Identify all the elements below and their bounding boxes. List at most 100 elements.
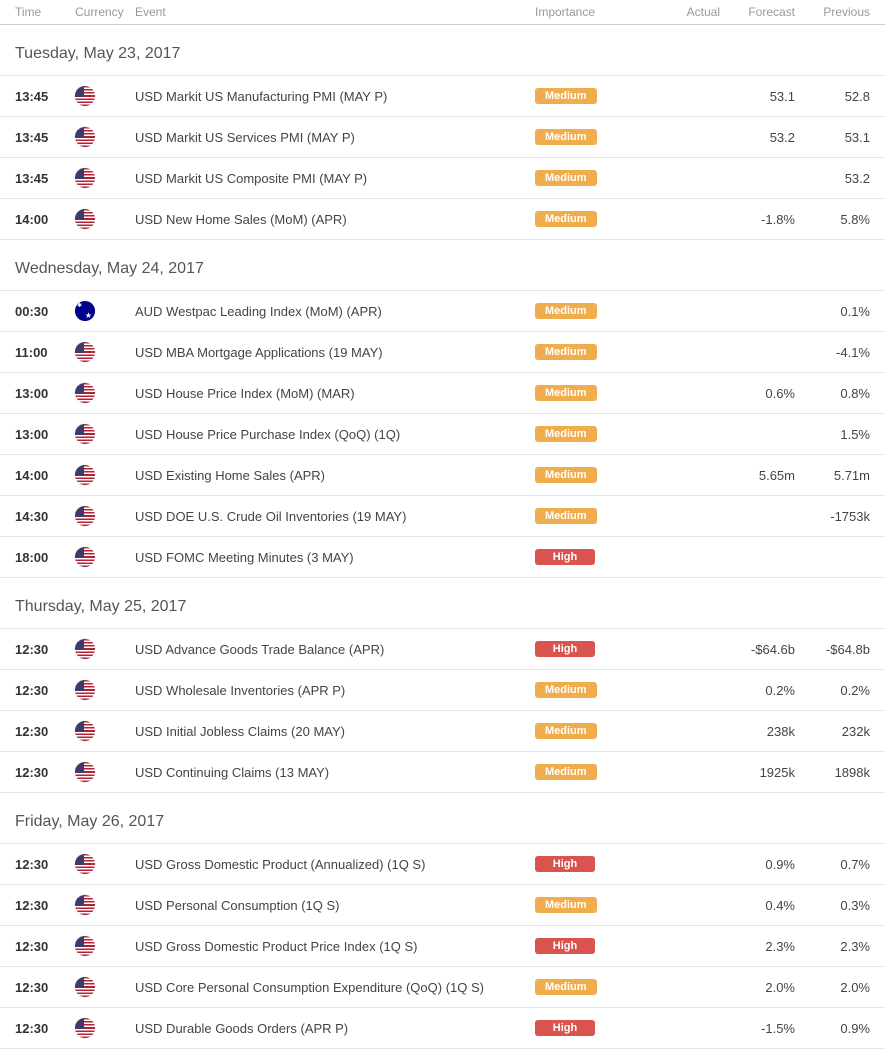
event-forecast: -$64.6b: [720, 642, 795, 657]
event-row[interactable]: 12:30USD Gross Domestic Product (Annuali…: [0, 844, 885, 885]
event-title[interactable]: USD Continuing Claims (13 MAY): [130, 765, 535, 780]
event-importance: High: [535, 938, 645, 954]
event-time: 13:00: [15, 427, 75, 442]
event-previous: 52.8: [795, 89, 870, 104]
header-importance[interactable]: Importance: [535, 5, 645, 19]
event-title[interactable]: USD Initial Jobless Claims (20 MAY): [130, 724, 535, 739]
event-row[interactable]: 13:00 USD House Price Purchase Index (QoQ…: [0, 414, 885, 455]
header-forecast[interactable]: Forecast: [720, 5, 795, 19]
event-previous: -1753k: [795, 509, 870, 524]
event-row[interactable]: 13:45USD Markit US Composite PMI (MAY P)…: [0, 158, 885, 199]
usd-flag-icon: [75, 342, 95, 362]
event-row[interactable]: 12:30USD Advance Goods Trade Balance (AP…: [0, 629, 885, 670]
usd-flag-icon: [75, 854, 95, 874]
event-row[interactable]: 14:00USD New Home Sales (MoM) (APR)Mediu…: [0, 199, 885, 240]
event-time: 12:30: [15, 724, 75, 739]
event-time: 00:30: [15, 304, 75, 319]
event-row[interactable]: 13:45 USD Markit US Manufacturing PMI (MA…: [0, 76, 885, 117]
event-title[interactable]: USD Gross Domestic Product (Annualized) …: [130, 857, 535, 872]
importance-badge-medium: Medium: [535, 979, 597, 995]
event-row[interactable]: 13:00USD House Price Index (MoM) (MAR)Me…: [0, 373, 885, 414]
event-currency: [75, 639, 130, 659]
usd-flag-icon: [75, 209, 95, 229]
event-title[interactable]: USD Gross Domestic Product Price Index (…: [130, 939, 535, 954]
event-previous: -4.1%: [795, 345, 870, 360]
event-title[interactable]: USD House Price Index (MoM) (MAR): [130, 386, 535, 401]
event-row[interactable]: 13:45USD Markit US Services PMI (MAY P)M…: [0, 117, 885, 158]
event-row[interactable]: 14:00USD Existing Home Sales (APR)Medium…: [0, 455, 885, 496]
aud-flag-icon: [75, 301, 95, 321]
event-importance: High: [535, 1020, 645, 1036]
header-time[interactable]: Time: [15, 5, 75, 19]
event-title[interactable]: USD DOE U.S. Crude Oil Inventories (19 M…: [130, 509, 535, 524]
event-row[interactable]: 18:00USD FOMC Meeting Minutes (3 MAY)Hig…: [0, 537, 885, 578]
event-previous: 53.1: [795, 130, 870, 145]
event-title[interactable]: USD Markit US Services PMI (MAY P): [130, 130, 535, 145]
event-row[interactable]: 12:30USD Continuing Claims (13 MAY)Mediu…: [0, 752, 885, 793]
event-currency: [75, 762, 130, 782]
event-title[interactable]: USD Markit US Composite PMI (MAY P): [130, 171, 535, 186]
event-time: 12:30: [15, 765, 75, 780]
event-row[interactable]: 12:30 USD Initial Jobless Claims (20 MAY)…: [0, 711, 885, 752]
table-header-row: Time Currency Event Importance Actual Fo…: [0, 0, 885, 25]
usd-flag-icon: [75, 977, 95, 997]
event-importance: Medium: [535, 467, 645, 483]
usd-flag-icon: [75, 680, 95, 700]
event-title[interactable]: USD MBA Mortgage Applications (19 MAY): [130, 345, 535, 360]
day-header: Thursday, May 25, 2017: [0, 578, 885, 629]
event-currency: [75, 936, 130, 956]
header-event[interactable]: Event: [130, 5, 535, 19]
event-title[interactable]: USD Durable Goods Orders (APR P): [130, 1021, 535, 1036]
event-importance: Medium: [535, 303, 645, 319]
event-time: 14:00: [15, 212, 75, 227]
event-title[interactable]: USD Advance Goods Trade Balance (APR): [130, 642, 535, 657]
event-forecast: -1.5%: [720, 1021, 795, 1036]
event-title[interactable]: USD Existing Home Sales (APR): [130, 468, 535, 483]
event-row[interactable]: 00:30 AUD Westpac Leading Index (MoM) (AP…: [0, 291, 885, 332]
event-previous: 2.3%: [795, 939, 870, 954]
importance-badge-medium: Medium: [535, 723, 597, 739]
event-importance: Medium: [535, 426, 645, 442]
header-actual[interactable]: Actual: [645, 5, 720, 19]
event-row[interactable]: 12:30USD Wholesale Inventories (APR P)Me…: [0, 670, 885, 711]
event-title[interactable]: AUD Westpac Leading Index (MoM) (APR): [130, 304, 535, 319]
event-currency: [75, 168, 130, 188]
event-forecast: 0.6%: [720, 386, 795, 401]
event-importance: Medium: [535, 508, 645, 524]
event-title[interactable]: USD House Price Purchase Index (QoQ) (1Q…: [130, 427, 535, 442]
importance-badge-medium: Medium: [535, 508, 597, 524]
event-time: 12:30: [15, 939, 75, 954]
event-row[interactable]: 12:30USD Personal Consumption (1Q S)Medi…: [0, 885, 885, 926]
event-row[interactable]: 12:30USD Core Personal Consumption Expen…: [0, 967, 885, 1008]
header-currency[interactable]: Currency: [75, 5, 130, 19]
header-previous[interactable]: Previous: [795, 5, 870, 19]
event-row[interactable]: 14:30USD DOE U.S. Crude Oil Inventories …: [0, 496, 885, 537]
event-currency: [75, 1018, 130, 1038]
event-row[interactable]: 12:30 USD Gross Domestic Product Price In…: [0, 926, 885, 967]
event-importance: Medium: [535, 88, 645, 104]
usd-flag-icon: [75, 895, 95, 915]
event-title[interactable]: USD Markit US Manufacturing PMI (MAY P): [130, 89, 535, 104]
event-title[interactable]: USD New Home Sales (MoM) (APR): [130, 212, 535, 227]
day-header: Friday, May 26, 2017: [0, 793, 885, 844]
event-time: 13:45: [15, 89, 75, 104]
day-header: Wednesday, May 24, 2017: [0, 240, 885, 291]
event-currency: [75, 465, 130, 485]
event-time: 13:45: [15, 130, 75, 145]
event-row[interactable]: 12:30USD Durable Goods Orders (APR P)Hig…: [0, 1008, 885, 1049]
event-previous: 53.2: [795, 171, 870, 186]
event-forecast: 53.2: [720, 130, 795, 145]
event-row[interactable]: 11:00USD MBA Mortgage Applications (19 M…: [0, 332, 885, 373]
event-currency: [75, 547, 130, 567]
usd-flag-icon: [75, 506, 95, 526]
event-title[interactable]: USD FOMC Meeting Minutes (3 MAY): [130, 550, 535, 565]
event-title[interactable]: USD Personal Consumption (1Q S): [130, 898, 535, 913]
event-title[interactable]: USD Core Personal Consumption Expenditur…: [130, 980, 535, 995]
usd-flag-icon: [75, 762, 95, 782]
event-forecast: 1925k: [720, 765, 795, 780]
event-currency: [75, 721, 130, 741]
usd-flag-icon: [75, 465, 95, 485]
event-forecast: 2.0%: [720, 980, 795, 995]
event-title[interactable]: USD Wholesale Inventories (APR P): [130, 683, 535, 698]
event-importance: High: [535, 641, 645, 657]
